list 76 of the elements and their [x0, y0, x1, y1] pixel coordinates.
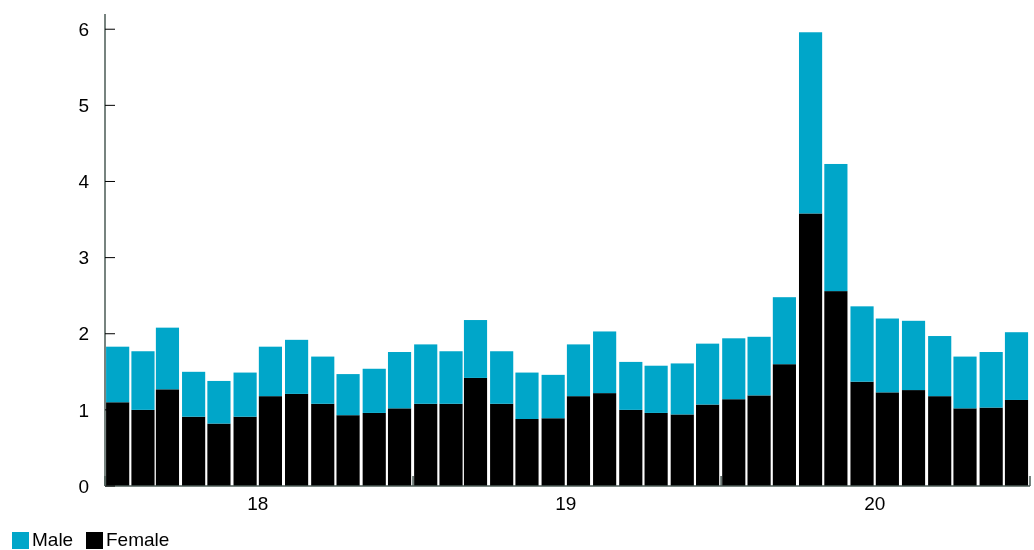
bar — [619, 361, 643, 410]
bar — [798, 32, 823, 214]
bar — [414, 344, 438, 404]
legend-label: Female — [106, 529, 170, 550]
bar — [979, 352, 1003, 408]
bar — [747, 395, 771, 486]
bar — [670, 363, 694, 415]
bar — [182, 371, 206, 417]
bar — [515, 419, 539, 486]
bar — [566, 396, 591, 486]
bar — [106, 402, 130, 486]
y-tick-label: 6 — [78, 18, 89, 40]
y-tick-label: 4 — [78, 171, 90, 193]
y-tick-label: 3 — [78, 247, 89, 269]
bar — [106, 346, 130, 403]
y-tick-label: 2 — [78, 323, 89, 345]
bar — [311, 403, 335, 486]
x-tick-label: 18 — [247, 493, 269, 514]
bar — [414, 403, 438, 486]
bar — [928, 396, 952, 486]
bar — [207, 380, 231, 424]
bar — [1004, 399, 1029, 486]
legend-label: Male — [32, 529, 74, 550]
bar — [566, 344, 591, 397]
bar — [541, 374, 565, 419]
bar — [490, 351, 514, 404]
bar — [644, 412, 668, 486]
bar — [387, 352, 412, 409]
bar — [798, 213, 823, 486]
bar — [258, 396, 282, 486]
bar — [644, 365, 668, 413]
bar — [670, 414, 694, 486]
bar — [824, 163, 848, 292]
bar — [233, 372, 257, 417]
y-tick-label: 0 — [78, 475, 89, 497]
bar — [772, 364, 796, 486]
bar — [696, 343, 720, 405]
bar — [875, 392, 899, 486]
bar — [722, 399, 746, 486]
bar — [258, 346, 282, 397]
x-tick-label: 20 — [864, 493, 886, 514]
bar — [722, 338, 746, 400]
bar — [207, 423, 231, 486]
bar — [953, 356, 977, 409]
bar — [747, 336, 771, 396]
bar — [285, 393, 309, 486]
bar — [901, 320, 926, 391]
bar — [696, 404, 720, 486]
bar — [875, 318, 899, 393]
bar — [901, 390, 926, 486]
bar — [979, 407, 1003, 486]
bar — [953, 408, 977, 486]
bar — [824, 291, 848, 486]
bar — [541, 418, 565, 486]
bar — [285, 339, 309, 394]
bar — [850, 381, 874, 486]
bar — [233, 416, 257, 486]
bar — [1004, 332, 1029, 400]
bar — [928, 336, 952, 397]
y-tick-label: 5 — [78, 95, 89, 116]
bar — [593, 331, 617, 394]
bar — [336, 415, 360, 486]
bar — [593, 393, 617, 486]
bar — [490, 403, 514, 486]
bar — [311, 356, 335, 404]
bar — [362, 368, 386, 413]
bar — [619, 409, 643, 486]
y-tick-label: 1 — [78, 399, 89, 421]
x-tick-label: 19 — [555, 493, 577, 514]
bar — [182, 416, 206, 486]
bar — [515, 372, 539, 420]
bar — [362, 412, 386, 486]
bar — [772, 297, 796, 365]
bar — [387, 408, 412, 486]
bar — [336, 374, 360, 416]
bar — [850, 306, 874, 382]
